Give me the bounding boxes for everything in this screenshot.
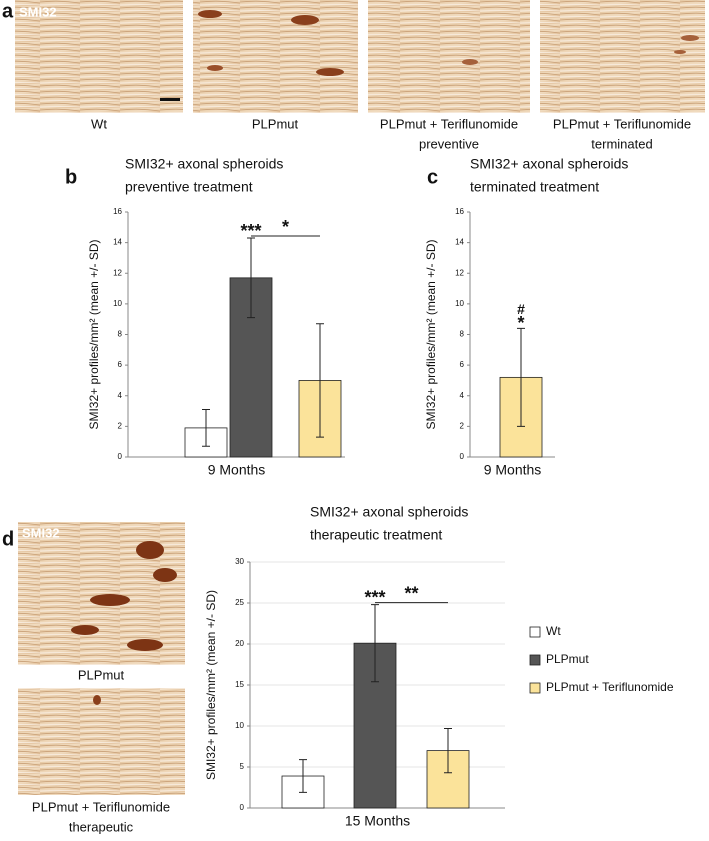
significance-label: ** xyxy=(404,583,418,603)
y-axis-label: SMI32+ profiles/mm² (mean +/- SD) xyxy=(87,239,101,429)
chart-subtitle: preventive treatment xyxy=(125,179,253,195)
error-bar xyxy=(299,759,307,793)
image-caption: PLPmut xyxy=(78,667,125,682)
stain-label: SMI32 xyxy=(19,4,57,19)
y-tick-label: 2 xyxy=(118,421,123,430)
x-axis-label: 9 Months xyxy=(208,462,266,478)
y-tick-label: 14 xyxy=(113,238,122,247)
image-caption: terminated xyxy=(591,136,652,151)
y-tick-label: 12 xyxy=(455,268,464,277)
y-tick-label: 4 xyxy=(118,391,123,400)
panel-letter: d xyxy=(2,528,14,550)
legend-swatch xyxy=(529,626,541,638)
image-caption: Wt xyxy=(91,116,107,131)
y-tick-label: 10 xyxy=(455,299,464,308)
image-caption: PLPmut + Teriflunomide xyxy=(553,116,691,131)
y-tick-label: 6 xyxy=(118,360,123,369)
panel-letter: a xyxy=(2,0,14,22)
y-tick-label: 2 xyxy=(460,421,465,430)
panel-letter: b xyxy=(65,166,77,188)
y-tick-label: 30 xyxy=(235,557,244,566)
scale-bar xyxy=(160,98,180,101)
micrograph xyxy=(540,0,705,113)
chart-title: SMI32+ axonal spheroids xyxy=(125,156,283,172)
y-tick-label: 16 xyxy=(113,207,122,216)
image-caption: preventive xyxy=(419,136,479,151)
legend-label: PLPmut xyxy=(546,652,589,666)
y-tick-label: 0 xyxy=(240,803,245,812)
legend-label: Wt xyxy=(546,624,561,638)
y-tick-label: 5 xyxy=(240,762,245,771)
x-axis-label: 15 Months xyxy=(345,813,410,829)
error-bar xyxy=(247,237,255,319)
significance-label: * xyxy=(517,313,524,333)
y-tick-label: 25 xyxy=(235,598,244,607)
y-tick-label: 0 xyxy=(460,452,465,461)
x-axis-label: 9 Months xyxy=(484,462,542,478)
panel-a-images xyxy=(15,0,705,113)
error-bar xyxy=(444,727,452,774)
error-bar xyxy=(202,409,210,447)
y-tick-label: 16 xyxy=(455,207,464,216)
significance-label: *** xyxy=(364,587,385,607)
error-bar xyxy=(517,327,525,427)
panel-letter: c xyxy=(427,166,438,188)
y-tick-label: 8 xyxy=(118,330,123,339)
error-bar xyxy=(371,604,379,683)
y-tick-label: 8 xyxy=(460,330,465,339)
image-caption: PLPmut + Teriflunomide xyxy=(32,799,170,814)
legend-swatch xyxy=(529,654,541,666)
y-axis-label: SMI32+ profiles/mm² (mean +/- SD) xyxy=(204,590,218,780)
error-bar xyxy=(316,323,324,438)
micrograph xyxy=(193,0,358,113)
y-tick-label: 15 xyxy=(235,680,244,689)
chart-subtitle: terminated treatment xyxy=(470,179,599,195)
stain-label: SMI32 xyxy=(22,525,60,540)
significance-label: * xyxy=(282,217,289,237)
y-tick-label: 12 xyxy=(113,268,122,277)
y-tick-label: 0 xyxy=(118,452,123,461)
significance-label: # xyxy=(517,301,525,317)
image-caption: therapeutic xyxy=(69,819,134,834)
chart-title: SMI32+ axonal spheroids xyxy=(470,156,628,172)
significance-label: *** xyxy=(240,221,261,241)
micrograph xyxy=(368,0,530,113)
image-caption: PLPmut xyxy=(252,116,299,131)
chart-title: SMI32+ axonal spheroids xyxy=(310,504,468,520)
y-tick-label: 14 xyxy=(455,238,464,247)
chart-subtitle: therapeutic treatment xyxy=(310,527,442,543)
legend-swatch xyxy=(529,682,541,694)
y-tick-label: 20 xyxy=(235,639,244,648)
panel-d-images xyxy=(18,522,185,795)
y-tick-label: 4 xyxy=(460,391,465,400)
image-caption: PLPmut + Teriflunomide xyxy=(380,116,518,131)
micrograph xyxy=(18,688,185,795)
y-tick-label: 6 xyxy=(460,360,465,369)
micrograph xyxy=(15,0,183,113)
y-tick-label: 10 xyxy=(235,721,244,730)
y-tick-label: 10 xyxy=(113,299,122,308)
y-axis-label: SMI32+ profiles/mm² (mean +/- SD) xyxy=(424,239,438,429)
legend-label: PLPmut + Teriflunomide xyxy=(546,680,674,694)
